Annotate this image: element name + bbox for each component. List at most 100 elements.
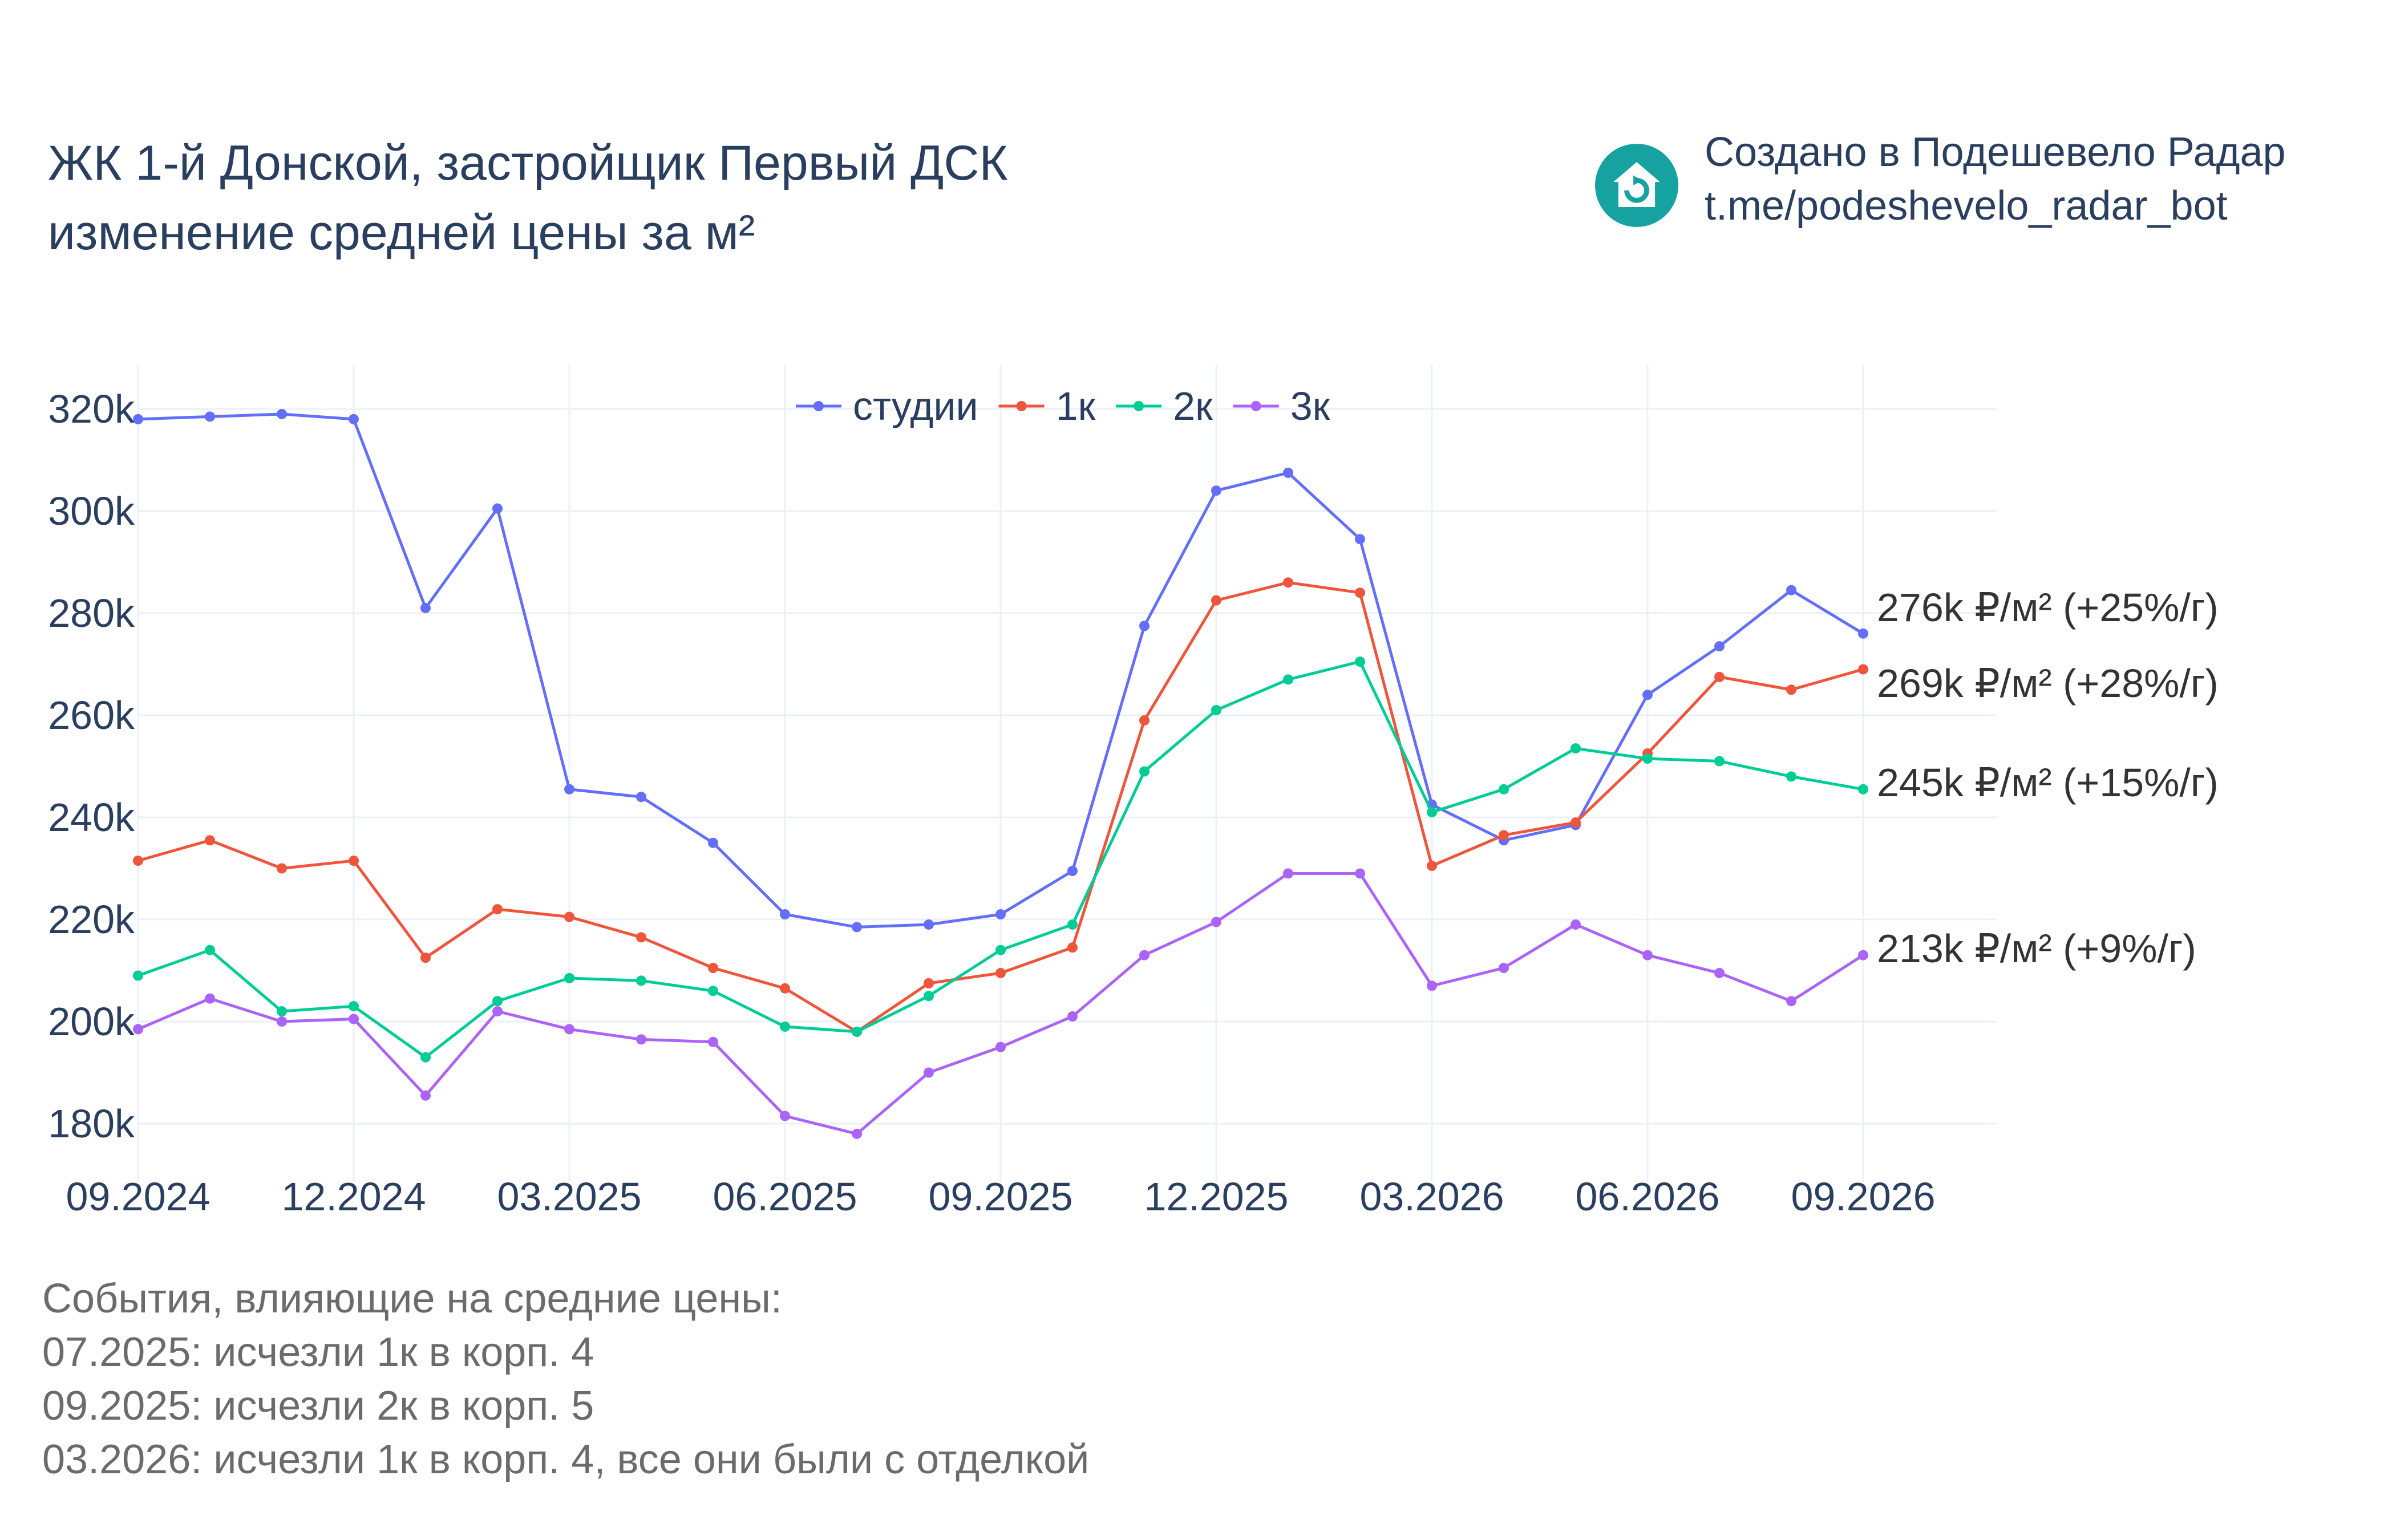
data-point (852, 1128, 862, 1139)
y-tick-label: 220k (48, 897, 135, 942)
x-tick-label: 12.2024 (281, 1174, 426, 1219)
data-point (492, 1006, 503, 1017)
data-point (1571, 743, 1581, 754)
data-point (924, 978, 934, 988)
data-point (708, 1036, 718, 1047)
event-item: 07.2025: исчезли 1к в корп. 4 (42, 1330, 594, 1375)
data-point (1067, 865, 1078, 876)
data-point (995, 909, 1006, 920)
legend-label: студии (853, 384, 978, 428)
legend-item[interactable]: 3к (1233, 384, 1330, 428)
chart-title: ЖК 1-й Донской, застройщик Первый ДСК из… (48, 128, 1008, 268)
data-point (1499, 784, 1509, 795)
data-point (924, 1067, 934, 1078)
data-point (1067, 1011, 1078, 1022)
legend-label: 3к (1290, 384, 1330, 428)
legend-label: 1к (1056, 384, 1096, 428)
data-point (492, 503, 503, 514)
data-point (420, 1052, 431, 1063)
data-point (349, 1014, 359, 1024)
y-tick-label: 300k (48, 489, 135, 533)
data-point (1355, 868, 1365, 879)
data-point (205, 993, 215, 1004)
data-point (924, 991, 934, 1002)
brand-link[interactable]: t.me/podeshevelo_radar_bot (1705, 183, 2228, 229)
data-point (1427, 807, 1437, 818)
chart-grid (137, 365, 1997, 1182)
data-point (1858, 628, 1868, 639)
data-point (1714, 671, 1725, 682)
price-line-chart: 180k 200k 220k 240k 260k 280k 300k 320k 09.2024… (48, 365, 2219, 1219)
events-heading: События, влияющие на средние цены: (42, 1276, 782, 1322)
end-label: 269k ₽/м² (+28%/г) (1877, 661, 2219, 706)
brand-credit: Создано в Подешевело Радар t.me/podeshev… (1705, 125, 2286, 233)
data-point (780, 1111, 790, 1121)
data-point (995, 945, 1006, 955)
data-point (1211, 595, 1221, 606)
title-line-1: ЖК 1-й Донской, застройщик Первый ДСК (48, 136, 1008, 191)
data-point (1714, 641, 1725, 652)
data-point (205, 945, 215, 955)
data-point (1067, 919, 1078, 930)
legend-item[interactable]: 1к (998, 384, 1096, 428)
data-point (1211, 917, 1221, 927)
event-item: 09.2025: исчезли 2к в корп. 5 (42, 1383, 594, 1429)
data-point (780, 909, 790, 920)
end-label: 213k ₽/м² (+9%/г) (1877, 926, 2196, 971)
x-axis-ticks: 09.2024 12.2024 03.2025 06.2025 09.2025 12.20… (66, 1174, 1935, 1219)
end-label: 245k ₽/м² (+15%/г) (1877, 760, 2219, 805)
chart-legend: студии 1к 2к 3к (796, 384, 1330, 428)
data-point (780, 1021, 790, 1032)
data-point (995, 967, 1006, 978)
data-point (636, 975, 646, 986)
data-point (708, 837, 718, 848)
data-point (1499, 830, 1509, 841)
y-axis-ticks: 180k 200k 220k 240k 260k 280k 300k 320k (48, 387, 135, 1146)
data-point (1355, 656, 1365, 667)
y-tick-label: 240k (48, 795, 135, 840)
data-point (205, 411, 215, 422)
data-point (1283, 467, 1293, 478)
data-point (133, 970, 143, 981)
legend-marker (1134, 401, 1144, 411)
data-point (1355, 587, 1365, 598)
data-point (1139, 950, 1150, 961)
data-point (1067, 942, 1078, 953)
series-3к (133, 868, 1868, 1139)
legend-item[interactable]: студии (796, 384, 978, 428)
legend-marker (813, 401, 824, 411)
data-point (780, 983, 790, 994)
event-item: 03.2026: исчезли 1к в корп. 4, все они б… (42, 1437, 1090, 1482)
data-point (420, 953, 431, 963)
data-point (1139, 766, 1150, 777)
data-point (708, 986, 718, 996)
data-point (564, 1024, 574, 1035)
y-tick-label: 180k (48, 1101, 135, 1146)
data-point (1858, 784, 1868, 795)
data-point (277, 863, 287, 874)
data-point (133, 1024, 143, 1035)
data-point (1139, 621, 1150, 631)
events-note: События, влияющие на средние цены: 07.20… (42, 1272, 1089, 1486)
legend-marker (1016, 401, 1027, 411)
data-point (1642, 753, 1653, 764)
series-2к (133, 656, 1868, 1063)
legend-marker (1250, 401, 1261, 411)
data-point (564, 972, 574, 983)
y-tick-label: 260k (48, 693, 135, 737)
data-point (1642, 950, 1653, 961)
x-tick-label: 06.2026 (1575, 1174, 1719, 1219)
data-point (924, 919, 934, 930)
x-tick-label: 09.2026 (1791, 1174, 1935, 1219)
data-point (1571, 817, 1581, 828)
data-point (1786, 771, 1796, 782)
data-point (277, 1016, 287, 1027)
data-point (1427, 980, 1437, 991)
data-point (1355, 534, 1365, 545)
data-point (277, 408, 287, 419)
legend-item[interactable]: 2к (1116, 384, 1213, 428)
y-tick-label: 320k (48, 387, 135, 431)
series-end-labels: 276k ₽/м² (+25%/г) 269k ₽/м² (+28%/г) 245k… (1877, 585, 2219, 971)
data-point (1642, 690, 1653, 700)
data-point (1283, 868, 1293, 879)
